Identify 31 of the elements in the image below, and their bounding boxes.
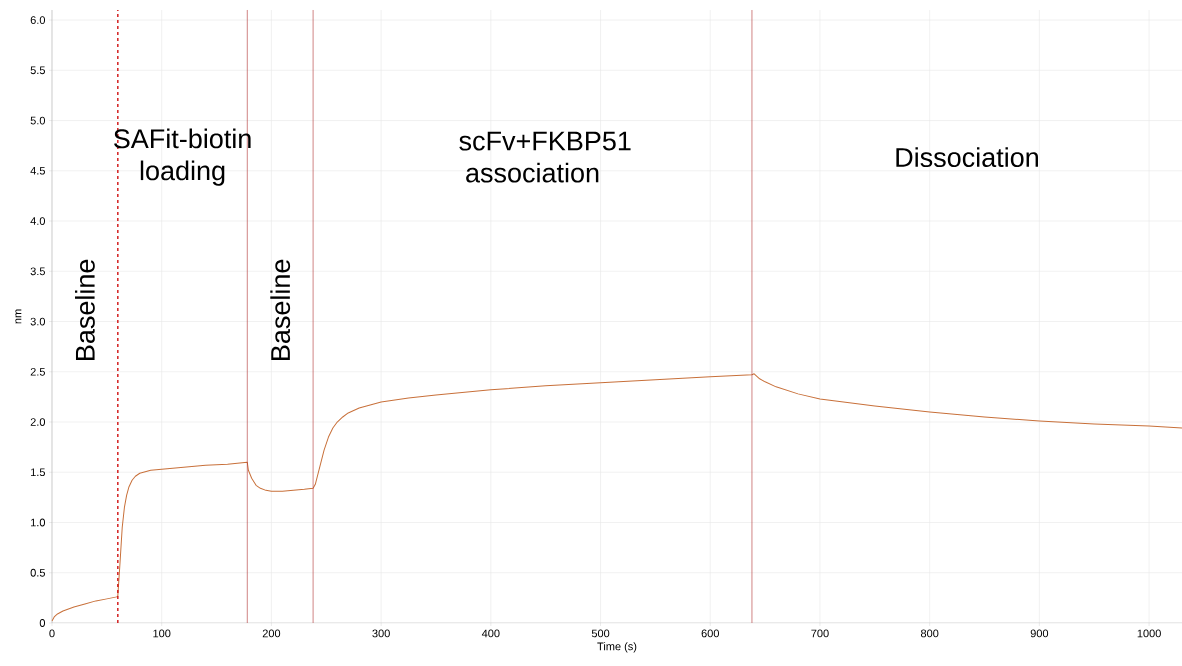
x-tick-label: 100 [153,629,171,638]
x-tick-label: 0 [49,629,55,638]
x-tick-label: 1000 [1137,629,1161,638]
x-tick-label: 900 [1030,629,1049,638]
annotation: Baseline [270,259,291,360]
x-tick-label: 800 [920,629,939,638]
annotation: scFv+FKBP51 association [459,131,631,183]
y-axis-title: nm [15,309,22,324]
y-tick-label: 3.0 [30,317,46,326]
y-tick-label: 4.0 [30,217,46,225]
y-tick-label: 0 [39,619,46,627]
annotation: Dissociation [896,147,1038,168]
x-tick-label: 300 [372,629,390,638]
annotation: Baseline [74,259,95,360]
x-tick-label: 500 [591,629,610,638]
y-tick-label: 5.5 [30,66,45,75]
y-tick-label: 3.5 [30,267,45,276]
x-tick-label: 400 [481,629,500,638]
y-tick-label: 1.0 [31,518,46,527]
y-tick-label: 6.0 [30,16,46,24]
y-tick-label: 2.0 [30,418,46,426]
y-tick-label: 1.5 [31,468,45,477]
x-tick-label: 200 [262,629,281,638]
x-axis-title: Time (s) [597,642,637,653]
x-tick-label: 700 [811,629,829,638]
y-tick-label: 0.5 [30,568,45,577]
y-tick-label: 5.0 [30,116,46,125]
x-tick-label: 600 [701,629,719,638]
y-tick-label: 4.5 [30,166,45,175]
annotation: SAFit-biotin loading [114,128,251,186]
y-tick-label: 2.5 [30,367,45,376]
